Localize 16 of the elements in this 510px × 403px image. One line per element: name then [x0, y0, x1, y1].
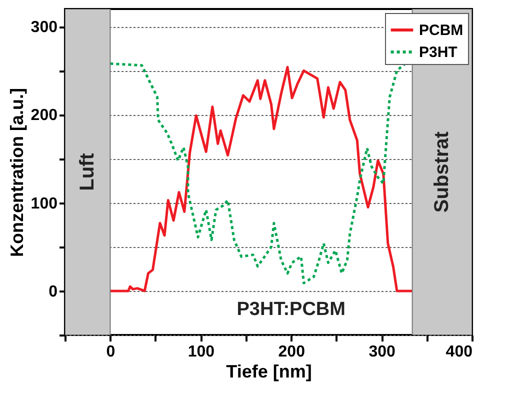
legend-label: PCBM	[419, 22, 464, 39]
x-axis-title: Tiefe [nm]	[226, 362, 312, 382]
y-tick-label: 300	[30, 19, 58, 36]
band-label: Substrat	[431, 131, 454, 213]
x-tick-label: 200	[278, 344, 306, 360]
x-tick-label: 0	[106, 344, 116, 360]
y-tick-label: 200	[30, 107, 58, 124]
x-tick-label: 400	[446, 344, 473, 360]
legend-label: P3HT	[419, 44, 458, 61]
y-tick-label: 100	[30, 195, 58, 212]
annotation: P3HT:PCBM	[236, 298, 346, 320]
y-tick-label: 0	[48, 283, 58, 300]
band-label: Luft	[76, 152, 99, 191]
x-tick-label: 100	[188, 344, 215, 360]
y-axis-title: Konzentration [a.u.]	[6, 88, 27, 257]
x-tick-label: 300	[368, 344, 396, 360]
